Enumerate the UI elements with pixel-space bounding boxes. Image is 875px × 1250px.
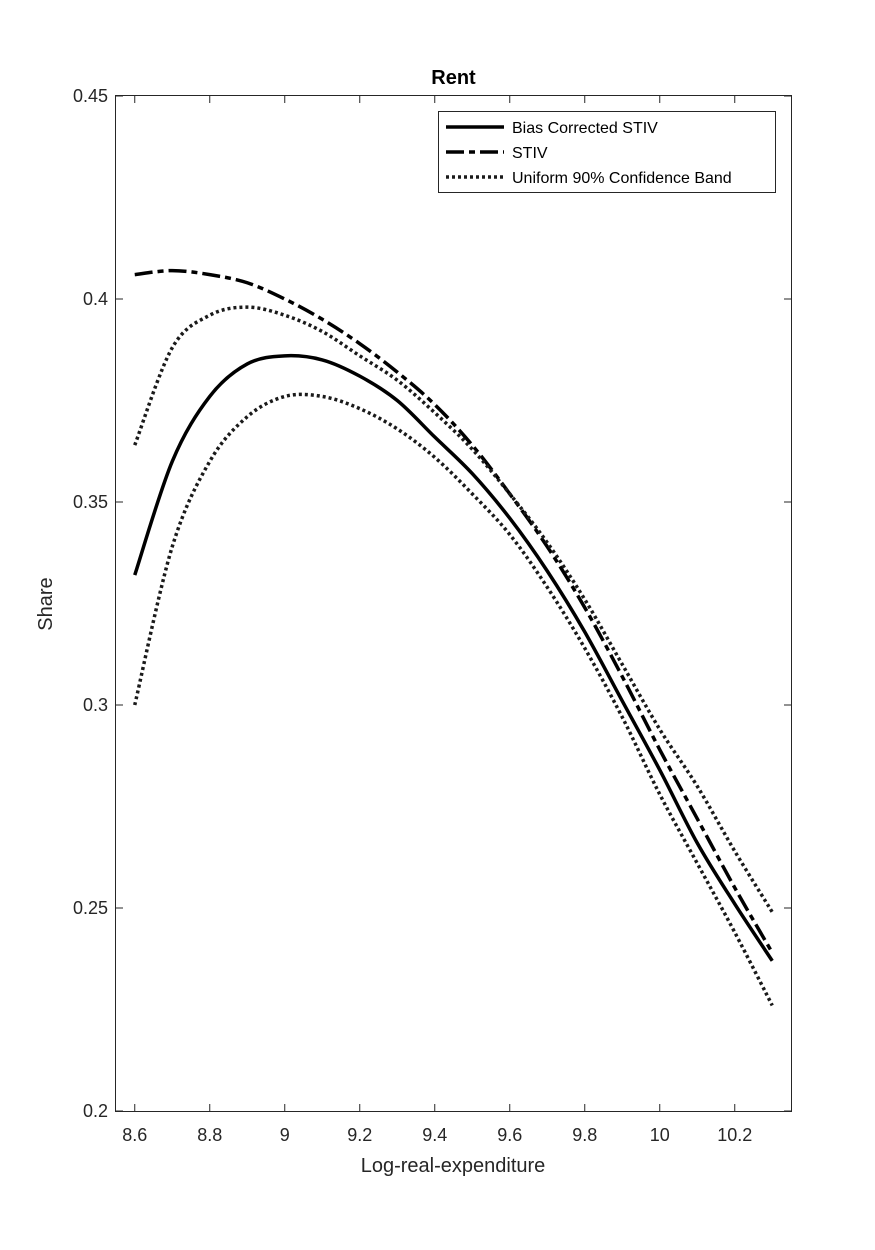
x-tick-label: 9.4 (422, 1125, 447, 1145)
series-bias-corrected-stiv (133, 353, 774, 962)
y-tick-label: 0.4 (83, 289, 108, 309)
plot-area-frame (115, 95, 792, 1112)
x-axis-label: Log-real-expenditure (361, 1155, 546, 1177)
y-tick-label: 0.2 (83, 1101, 108, 1121)
series-stiv (134, 268, 774, 954)
y-axis: 0.2 0.25 0.3 0.35 0.4 0.45 (73, 86, 791, 1121)
y-tick-label: 0.25 (73, 898, 108, 918)
y-tick-label: 0.35 (73, 492, 108, 512)
x-axis: 8.6 8.8 9 9.2 9.4 9.6 9.8 10 10.2 (122, 96, 752, 1145)
chart-title: Rent (431, 67, 476, 89)
y-tick-label: 0.45 (73, 86, 108, 106)
series-confidence-band-lower (133, 392, 774, 1007)
x-tick-label: 10.2 (717, 1125, 752, 1145)
legend-label-stiv: STIV (512, 145, 548, 162)
legend-label-bias-corrected-stiv: Bias Corrected STIV (512, 120, 658, 137)
legend: Bias Corrected STIV STIV Uniform 90% Con… (438, 111, 776, 193)
y-axis-label: Share (35, 577, 57, 630)
x-tick-label: 9.8 (572, 1125, 597, 1145)
x-tick-label: 9.2 (347, 1125, 372, 1145)
legend-label-confidence-band: Uniform 90% Confidence Band (512, 170, 732, 187)
x-tick-label: 9.6 (497, 1125, 522, 1145)
x-tick-label: 8.8 (197, 1125, 222, 1145)
x-tick-label: 9 (280, 1125, 290, 1145)
y-tick-label: 0.3 (83, 695, 108, 715)
plot-lines (133, 268, 774, 1007)
x-tick-label: 10 (650, 1125, 670, 1145)
x-tick-label: 8.6 (122, 1125, 147, 1145)
